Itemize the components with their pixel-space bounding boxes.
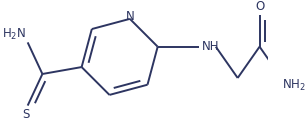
Text: NH$_2$: NH$_2$	[282, 77, 306, 93]
Text: N: N	[126, 10, 135, 23]
Text: O: O	[255, 0, 264, 14]
Text: NH: NH	[202, 40, 219, 53]
Text: S: S	[22, 108, 30, 121]
Text: H$_2$N: H$_2$N	[2, 26, 26, 42]
